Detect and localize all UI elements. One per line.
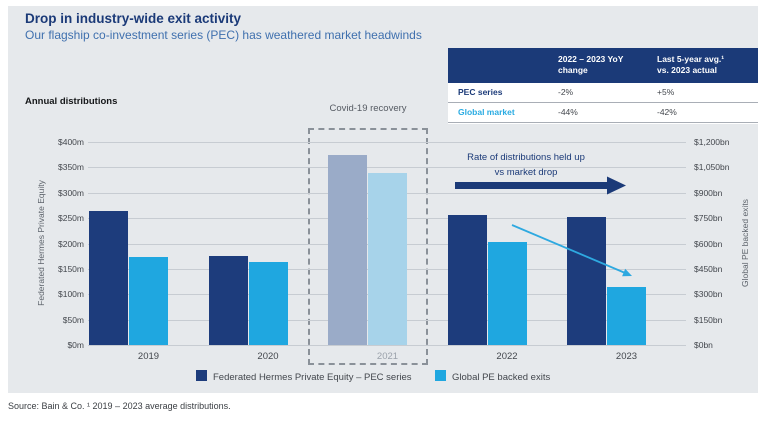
left-axis-tick-label: $300m [58, 187, 84, 198]
chart-title: Annual distributions [25, 96, 118, 107]
left-axis-tick-label: $150m [58, 263, 84, 274]
right-axis-tick-label: $0bn [694, 340, 713, 350]
pec-yoy-value: -2% [558, 87, 574, 97]
annotation-text: Rate of distributions held up vs market … [440, 150, 612, 180]
gridline [88, 345, 686, 346]
table-row: PEC series -2% +5% [448, 83, 758, 103]
left-axis-tick-label: $0m [67, 340, 84, 350]
source-note: Source: Bain & Co. ¹ 2019 – 2023 average… [8, 401, 231, 411]
left-axis-tick-label: $50m [62, 314, 84, 325]
page-title: Drop in industry-wide exit activity [25, 11, 242, 26]
summary-col-avg-header: Last 5-year avg.¹ vs. 2023 actual [657, 54, 755, 76]
gridline [88, 167, 686, 169]
category-label-2019: 2019 [137, 351, 160, 362]
right-axis-tick-label: $1,050bn [694, 162, 730, 173]
right-axis-tick-label: $1,200bn [694, 137, 730, 147]
left-axis-tick-label: $400m [58, 137, 84, 147]
bar-global-2020 [248, 262, 288, 345]
gridline [88, 142, 686, 143]
legend-label-global: Global PE backed exits [452, 372, 551, 383]
summary-table-header: 2022 – 2023 YoY change Last 5-year avg.¹… [448, 48, 758, 83]
legend-label-pec: Federated Hermes Private Equity – PEC se… [213, 372, 412, 383]
chart-legend: Federated Hermes Private Equity – PEC se… [0, 370, 776, 386]
bar-global-2023 [607, 286, 646, 345]
right-axis-tick-label: $900bn [694, 187, 723, 198]
annotation-line2: vs market drop [494, 167, 558, 178]
legend-swatch-global [435, 370, 446, 381]
summary-col-avg-line2: vs. 2023 actual [657, 65, 718, 75]
left-axis-tick-label: $250m [58, 213, 84, 224]
right-axis-tick-label: $600bn [694, 238, 723, 249]
category-label-2020: 2020 [257, 351, 279, 362]
left-axis-tick-label: $200m [58, 238, 84, 249]
right-axis-tick-label: $450bn [694, 263, 723, 274]
bar-global-2022 [487, 241, 527, 345]
category-label-2021: 2021 [376, 351, 399, 362]
bar-pec-2019 [89, 210, 128, 345]
covid-recovery-label: Covid-19 recovery [329, 103, 407, 114]
bar-global-2021 [368, 173, 407, 345]
right-axis-tick-label: $150bn [694, 314, 723, 325]
left-axis-title: Federated Hermes Private Equity [36, 180, 46, 306]
category-label-2023: 2023 [615, 351, 638, 362]
legend-item-global: Global PE backed exits [435, 370, 550, 386]
right-axis-tick-label: $750bn [694, 213, 723, 224]
bar-pec-2020 [208, 256, 248, 345]
summary-col-avg-line1: Last 5-year avg.¹ [657, 54, 725, 64]
pec-avg-value: +5% [657, 87, 675, 97]
bar-pec-2023 [567, 217, 606, 345]
summary-table: 2022 – 2023 YoY change Last 5-year avg.¹… [448, 48, 758, 124]
category-label-2022: 2022 [496, 351, 518, 362]
bar-pec-2021 [328, 154, 367, 345]
global-yoy-value: -44% [558, 107, 578, 117]
table-row: Global market -44% -42% [448, 103, 758, 123]
left-axis-tick-label: $350m [58, 162, 84, 173]
right-axis-title: Global PE backed exits [740, 199, 750, 287]
legend-item-pec: Federated Hermes Private Equity – PEC se… [196, 370, 412, 386]
page-subtitle: Our flagship co-investment series (PEC) … [25, 28, 422, 42]
summary-col-yoy-header: 2022 – 2023 YoY change [558, 54, 653, 76]
summary-col-yoy-line2: change [558, 65, 588, 75]
row-label-pec: PEC series [458, 87, 503, 97]
row-label-global: Global market [458, 107, 515, 117]
summary-col-yoy-line1: 2022 – 2023 YoY [558, 54, 624, 64]
covid-highlight-box [308, 128, 428, 365]
right-axis-tick-label: $300bn [694, 289, 723, 300]
legend-swatch-pec [196, 370, 207, 381]
left-axis-tick-label: $100m [58, 289, 84, 300]
global-avg-value: -42% [657, 107, 677, 117]
annotation-line1: Rate of distributions held up [467, 152, 585, 163]
bar-pec-2022 [447, 214, 487, 345]
bar-global-2019 [129, 257, 168, 345]
